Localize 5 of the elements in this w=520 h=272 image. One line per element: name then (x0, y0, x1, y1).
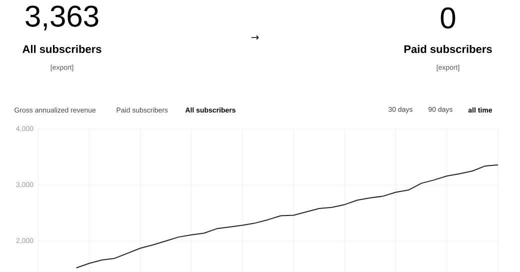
text: Paid subscribers (404, 44, 492, 54)
text: → (251, 35, 259, 40)
text: All subscribers (22, 44, 102, 54)
text: 0 (440, 7, 456, 29)
text: 3,363 (26, 6, 98, 30)
